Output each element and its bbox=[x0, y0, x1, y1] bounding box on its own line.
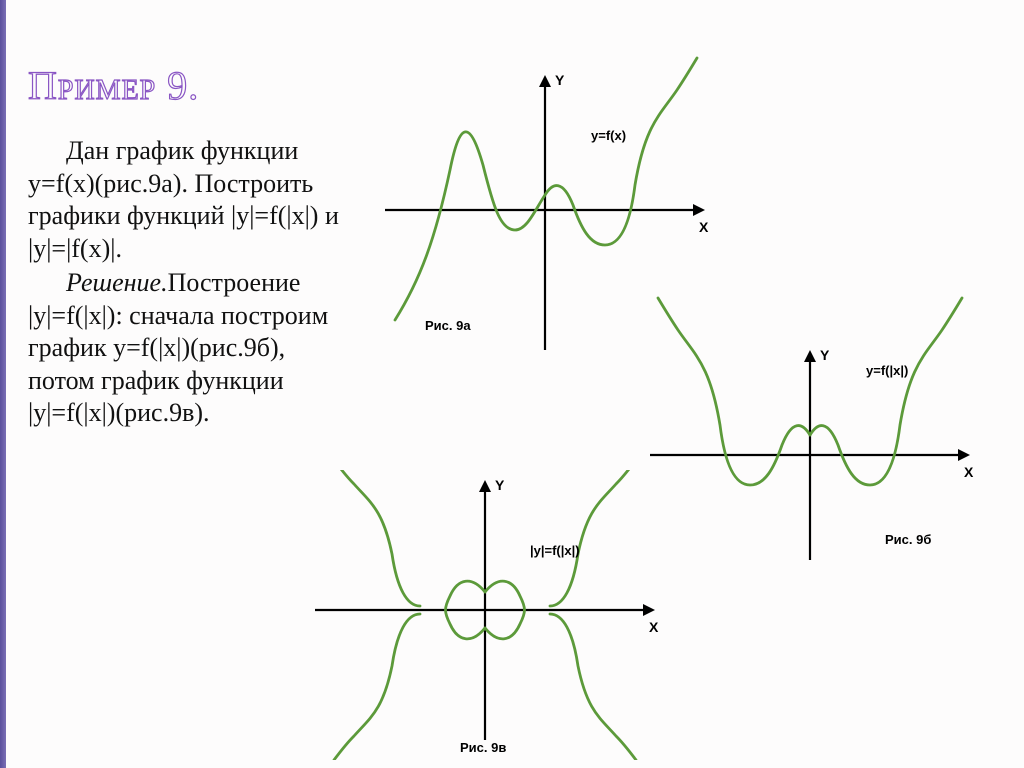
x-axis-label: X bbox=[699, 219, 709, 235]
solution-label: Решение. bbox=[66, 268, 168, 297]
slide-title: Пример 9. bbox=[28, 62, 199, 109]
fn-label-a: y=f(x) bbox=[591, 128, 626, 143]
chart-9c: X Y |y|=f(|x|) Рис. 9в bbox=[290, 470, 680, 760]
axes-b: X Y bbox=[650, 347, 974, 560]
y-axis-label: Y bbox=[820, 347, 830, 363]
x-axis-label: X bbox=[649, 619, 659, 635]
body-text: Дан график функции y=f(x)(рис.9а). Постр… bbox=[28, 135, 348, 432]
fn-label-c: |y|=f(|x|) bbox=[530, 543, 580, 558]
caption-a: Рис. 9а bbox=[425, 318, 471, 333]
y-axis-label: Y bbox=[555, 72, 565, 88]
caption-c: Рис. 9в bbox=[460, 740, 506, 755]
paragraph-1: Дан график функции y=f(x)(рис.9а). Постр… bbox=[28, 135, 348, 265]
x-axis-label: X bbox=[964, 464, 974, 480]
curve-fabsx-left bbox=[658, 298, 810, 485]
fn-label-b: y=f(|x|) bbox=[866, 363, 908, 378]
caption-b: Рис. 9б bbox=[885, 532, 931, 547]
y-axis-label: Y bbox=[495, 477, 505, 493]
curve-fabsx-right bbox=[810, 298, 962, 485]
paragraph-2: Решение.Построение |y|=f(|x|): сначала п… bbox=[28, 267, 348, 430]
axes-c: X Y bbox=[315, 477, 659, 740]
slide-left-border bbox=[0, 0, 6, 768]
chart-9b: X Y y=f(|x|) Рис. 9б bbox=[630, 260, 990, 560]
